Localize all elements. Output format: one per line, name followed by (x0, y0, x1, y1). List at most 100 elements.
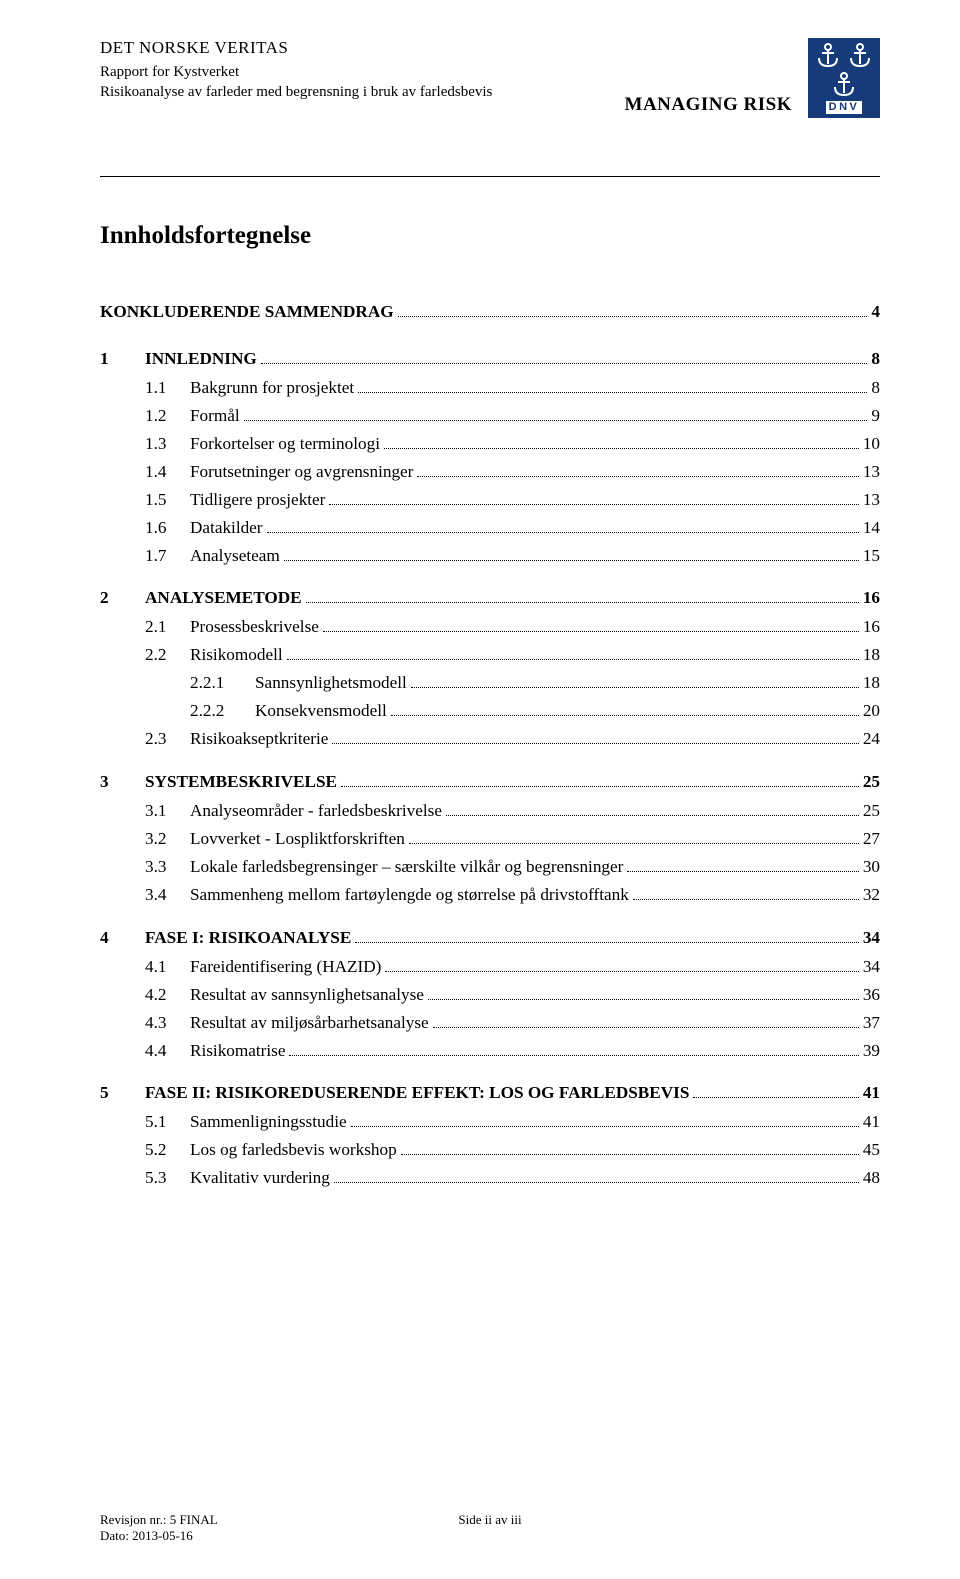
toc-entry: 4.2Resultat av sannsynlighetsanalyse 36 (100, 983, 880, 1008)
dnv-logo-text: DNV (825, 100, 864, 115)
toc-entry-title: Sammenligningsstudie (190, 1110, 347, 1135)
toc-entry-title: KONKLUDERENDE SAMMENDRAG (100, 300, 394, 325)
toc-entry-page: 41 (863, 1081, 880, 1106)
toc-entry-title: Resultat av sannsynlighetsanalyse (190, 983, 424, 1008)
toc-entry: 5.1Sammenligningsstudie 41 (100, 1110, 880, 1135)
toc-entry: 3.3Lokale farledsbegrensinger – særskilt… (100, 855, 880, 880)
toc-leader (289, 1042, 858, 1056)
toc-leader (627, 858, 858, 872)
toc-leader (411, 675, 859, 689)
toc-leader (267, 519, 859, 533)
toc-entry-page: 24 (863, 727, 880, 752)
toc-entry-page: 20 (863, 699, 880, 724)
toc-entry: 1.4Forutsetninger og avgrensninger 13 (100, 460, 880, 485)
toc-entry-page: 14 (863, 516, 880, 541)
toc-leader (409, 830, 859, 844)
toc-entry: 2ANALYSEMETODE 16 (100, 586, 880, 611)
toc-entry-title: Risikomatrise (190, 1039, 285, 1064)
toc-entry-title: SYSTEMBESKRIVELSE (145, 770, 337, 795)
table-of-contents: KONKLUDERENDE SAMMENDRAG 4 1INNLEDNING 8 1… (100, 300, 880, 1191)
toc-leader (633, 886, 859, 900)
toc-leader (391, 702, 859, 716)
dnv-logo: DNV (808, 38, 880, 118)
toc-leader (693, 1085, 858, 1099)
toc-entry-title: Forkortelser og terminologi (190, 432, 380, 457)
toc-entry: 2.2Risikomodell 18 (100, 643, 880, 668)
toc-entry-title: Resultat av miljøsårbarhetsanalyse (190, 1011, 429, 1036)
toc-leader (351, 1114, 859, 1128)
toc-entry-page: 18 (863, 671, 880, 696)
footer-page-number: Side ii av iii (100, 1512, 880, 1528)
toc-entry-number: 1.2 (145, 404, 190, 429)
toc-leader (428, 986, 859, 1000)
toc-entry-page: 27 (863, 827, 880, 852)
toc-leader (261, 350, 868, 364)
toc-leader (332, 730, 858, 744)
toc-entry-number: 1.4 (145, 460, 190, 485)
toc-entry-title: Kvalitativ vurdering (190, 1166, 330, 1191)
toc-entry-page: 8 (871, 376, 880, 401)
toc-leader (323, 619, 859, 633)
toc-entry: 2.3Risikoakseptkriterie 24 (100, 727, 880, 752)
toc-entry-title: Formål (190, 404, 240, 429)
toc-entry-page: 30 (863, 855, 880, 880)
toc-entry-page: 25 (863, 770, 880, 795)
toc-entry-number: 4.1 (145, 955, 190, 980)
header-divider (100, 176, 880, 177)
toc-leader (244, 407, 868, 421)
toc-entry-number: 2.2.1 (190, 671, 255, 696)
page-footer: Revisjon nr.: 5 FINAL Dato: 2013-05-16 S… (100, 1512, 880, 1544)
toc-entry-page: 4 (871, 300, 880, 325)
toc-entry-number: 2.3 (145, 727, 190, 752)
toc-entry-page: 10 (863, 432, 880, 457)
toc-entry-number: 5.2 (145, 1138, 190, 1163)
toc-leader (287, 647, 859, 661)
toc-entry-number: 3 (100, 770, 145, 795)
toc-entry-number: 2.2.2 (190, 699, 255, 724)
toc-entry-number: 3.3 (145, 855, 190, 880)
toc-entry: 1.6Datakilder 14 (100, 516, 880, 541)
toc-entry-page: 34 (863, 955, 880, 980)
toc-entry-title: Datakilder (190, 516, 263, 541)
anchors-row-top (814, 42, 874, 68)
toc-entry: 1INNLEDNING 8 (100, 347, 880, 372)
toc-leader (334, 1170, 859, 1184)
toc-entry: 5.2Los og farledsbevis workshop 45 (100, 1138, 880, 1163)
toc-entry-page: 15 (863, 544, 880, 569)
toc-entry-title: Forutsetninger og avgrensninger (190, 460, 413, 485)
page-header: DET NORSKE VERITAS Rapport for Kystverke… (100, 38, 880, 158)
toc-entry-page: 16 (863, 586, 880, 611)
toc-entry-page: 25 (863, 799, 880, 824)
toc-leader (385, 958, 858, 972)
toc-leader (446, 802, 859, 816)
toc-leader (329, 491, 858, 505)
toc-entry-page: 39 (863, 1039, 880, 1064)
toc-entry-title: Bakgrunn for prosjektet (190, 376, 354, 401)
toc-entry-page: 13 (863, 488, 880, 513)
toc-entry-number: 1.3 (145, 432, 190, 457)
toc-entry: 5.3Kvalitativ vurdering 48 (100, 1166, 880, 1191)
header-right: MANAGING RISK (625, 38, 880, 118)
toc-entry: 1.5Tidligere prosjekter 13 (100, 488, 880, 513)
toc-entry-title: ANALYSEMETODE (145, 586, 302, 611)
toc-entry-number: 3.1 (145, 799, 190, 824)
toc-leader (398, 303, 868, 317)
toc-leader (306, 590, 859, 604)
toc-entry: 3.4Sammenheng mellom fartøylengde og stø… (100, 883, 880, 908)
toc-leader (358, 379, 867, 393)
toc-entry: 4.3Resultat av miljøsårbarhetsanalyse 37 (100, 1011, 880, 1036)
toc-leader (384, 435, 859, 449)
toc-entry-page: 41 (863, 1110, 880, 1135)
toc-leader (284, 547, 859, 561)
toc-entry-title: Lovverket - Lospliktforskriften (190, 827, 405, 852)
toc-entry-number: 1.1 (145, 376, 190, 401)
toc-entry-title: Prosessbeskrivelse (190, 615, 319, 640)
toc-entry-title: Sammenheng mellom fartøylengde og større… (190, 883, 629, 908)
toc-entry-page: 36 (863, 983, 880, 1008)
anchors-row-bottom (830, 71, 858, 97)
managing-risk-label: MANAGING RISK (625, 94, 792, 116)
toc-entry-number: 4.3 (145, 1011, 190, 1036)
toc-title: Innholdsfortegnelse (100, 222, 880, 250)
toc-entry-number: 2.1 (145, 615, 190, 640)
toc-entry-number: 1.7 (145, 544, 190, 569)
